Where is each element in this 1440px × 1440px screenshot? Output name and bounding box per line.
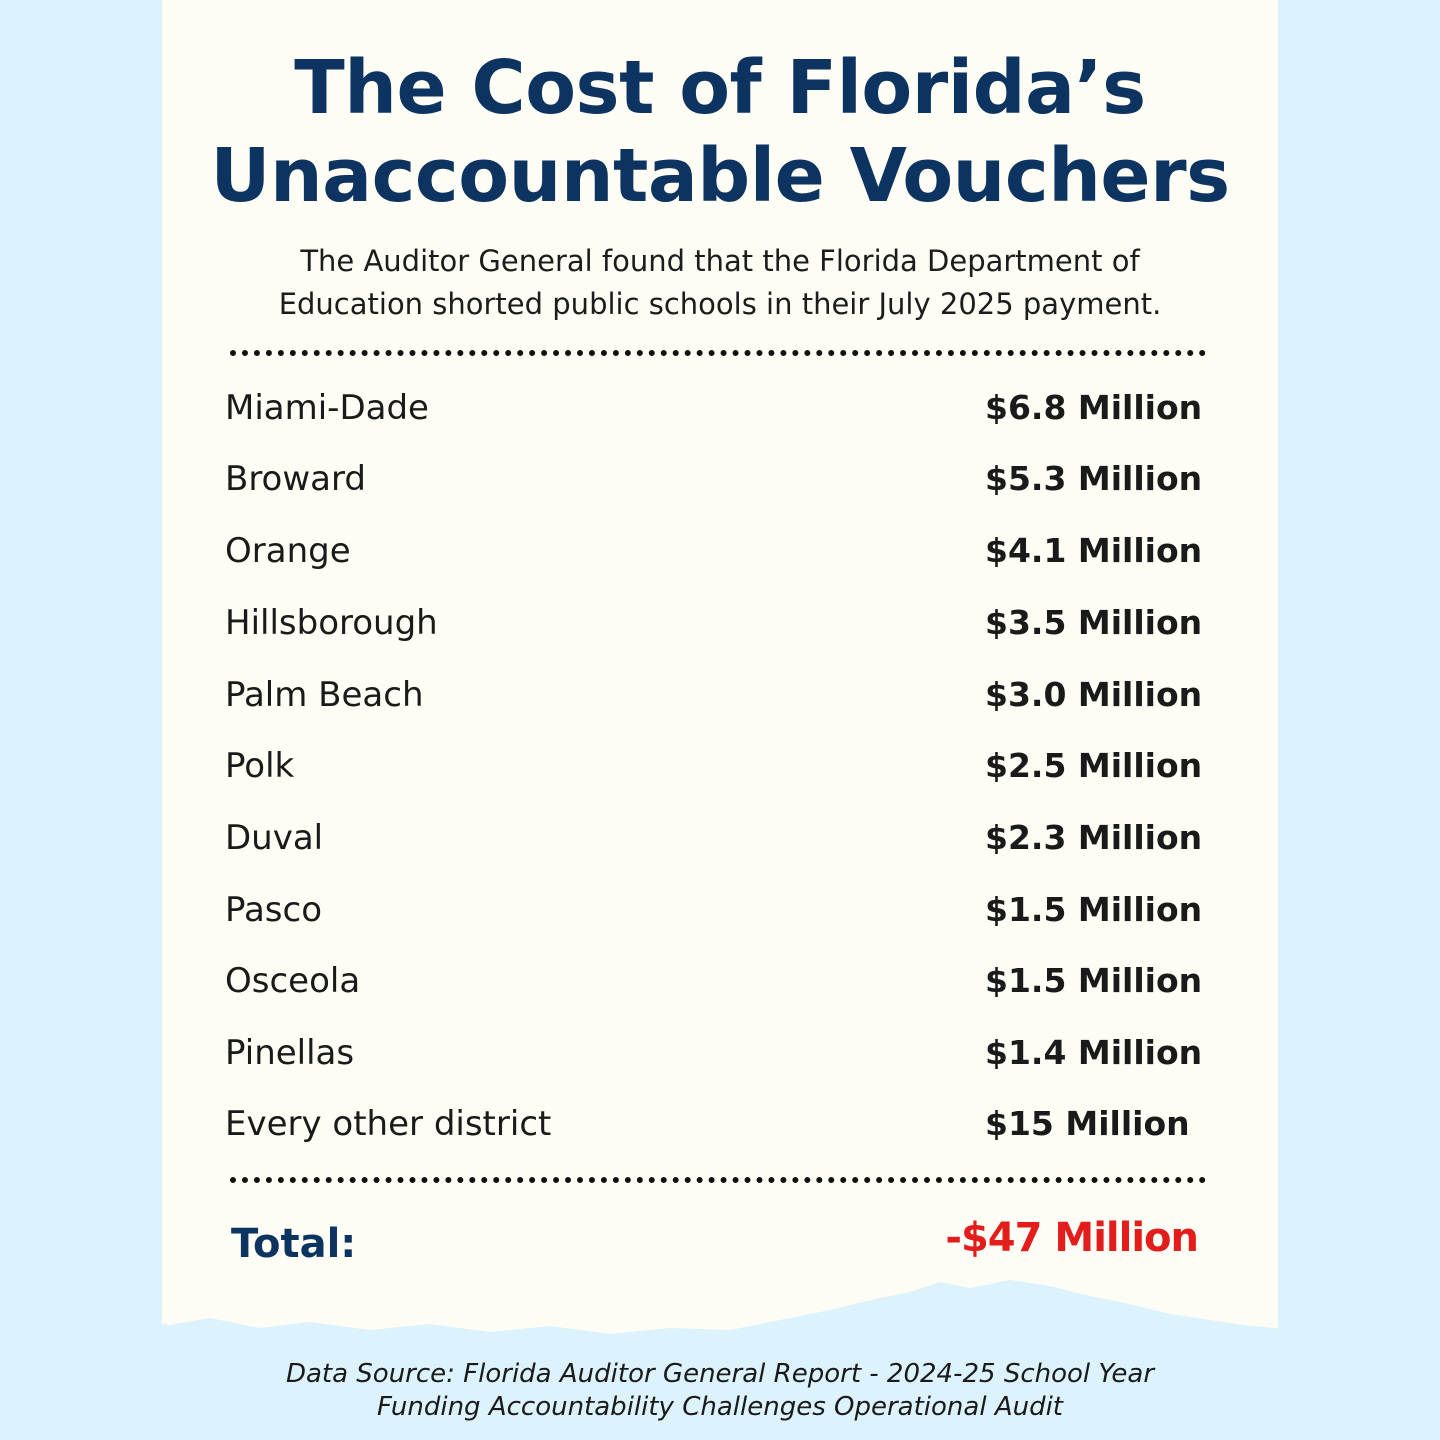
dotted-divider-bottom [230, 1177, 1206, 1183]
district-row: Pinellas $1.4 Million [225, 1023, 1205, 1083]
district-amount: $1.5 Million [985, 890, 1203, 929]
torn-paper-edge [140, 1280, 1300, 1360]
total-value: -$47 Million [945, 1215, 1199, 1261]
district-row: Polk $2.5 Million [225, 736, 1205, 796]
district-name: Every other district [225, 1104, 552, 1144]
district-amount: $2.5 Million [985, 746, 1203, 785]
district-name: Hillsborough [225, 603, 438, 643]
subtitle-line-2: Education shorted public schools in thei… [278, 287, 1162, 321]
district-name: Pasco [225, 890, 323, 930]
subtitle-line-1: The Auditor General found that the Flori… [300, 244, 1140, 278]
district-row: Duval $2.3 Million [225, 808, 1205, 868]
district-row: Osceola $1.5 Million [225, 951, 1205, 1011]
page-title: The Cost of Florida’s Unaccountable Vouc… [162, 44, 1278, 220]
district-name: Miami-Dade [225, 388, 429, 428]
district-amount: $15 Million [985, 1104, 1190, 1143]
district-name: Broward [225, 459, 366, 499]
district-amount: $3.0 Million [985, 675, 1203, 714]
total-label: Total: [231, 1221, 357, 1267]
paper-background [162, 0, 1278, 1345]
data-source-note: Data Source: Florida Auditor General Rep… [162, 1358, 1278, 1424]
title-line-1: The Cost of Florida’s [294, 45, 1146, 131]
district-row: Palm Beach $3.0 Million [225, 665, 1205, 725]
district-row: Pasco $1.5 Million [225, 880, 1205, 940]
district-amount: $2.3 Million [985, 818, 1203, 857]
subtitle: The Auditor General found that the Flori… [162, 240, 1278, 326]
district-name: Osceola [225, 961, 361, 1001]
district-amount: $5.3 Million [985, 459, 1203, 498]
district-name: Orange [225, 531, 351, 571]
title-line-2: Unaccountable Vouchers [210, 133, 1230, 219]
district-name: Duval [225, 818, 324, 858]
source-line-2: Funding Accountability Challenges Operat… [376, 1392, 1064, 1422]
source-line-1: Data Source: Florida Auditor General Rep… [285, 1359, 1155, 1389]
district-amount: $1.5 Million [985, 961, 1203, 1000]
district-row: Miami-Dade $6.8 Million [225, 378, 1205, 438]
dotted-divider-top [230, 350, 1206, 356]
district-row: Every other district $15 Million [225, 1094, 1205, 1154]
district-amount: $6.8 Million [985, 388, 1203, 427]
district-amount: $4.1 Million [985, 531, 1203, 570]
district-row: Hillsborough $3.5 Million [225, 593, 1205, 653]
district-row: Orange $4.1 Million [225, 521, 1205, 581]
district-name: Pinellas [225, 1033, 355, 1073]
district-amount: $3.5 Million [985, 603, 1203, 642]
district-row: Broward $5.3 Million [225, 449, 1205, 509]
district-name: Polk [225, 746, 295, 786]
district-name: Palm Beach [225, 675, 424, 715]
district-amount: $1.4 Million [985, 1033, 1203, 1072]
